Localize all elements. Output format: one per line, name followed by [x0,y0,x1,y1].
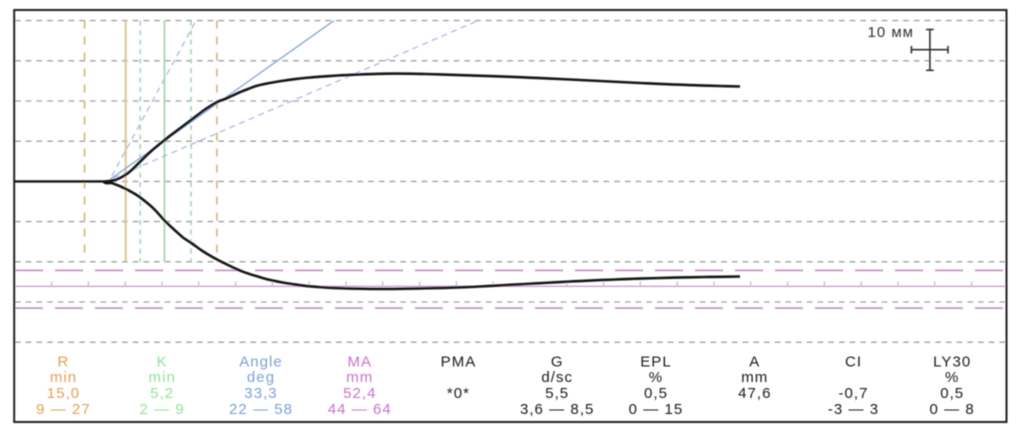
svg-text:min: min [149,369,176,386]
svg-text:0 — 8: 0 — 8 [930,401,975,418]
svg-text:15,0: 15,0 [47,385,80,402]
svg-text:min: min [50,369,77,386]
svg-text:3,6 — 8,5: 3,6 — 8,5 [520,401,595,418]
svg-text:5,5: 5,5 [545,385,569,402]
svg-text:-3 — 3: -3 — 3 [828,401,879,418]
svg-text:47,6: 47,6 [738,385,771,402]
svg-text:10 мм: 10 мм [868,24,914,41]
svg-text:5,2: 5,2 [150,385,174,402]
svg-text:G: G [551,354,564,371]
svg-text:A: A [749,354,760,371]
svg-text:R: R [58,354,70,371]
svg-text:52,4: 52,4 [343,385,376,402]
svg-text:%: % [945,369,959,386]
svg-text:Angle: Angle [239,354,283,371]
svg-text:mm: mm [741,369,768,386]
svg-text:MA: MA [347,354,372,371]
svg-text:deg: deg [247,369,275,386]
svg-text:2 — 9: 2 — 9 [140,401,185,418]
svg-text:PMA: PMA [441,354,477,371]
svg-text:d/sc: d/sc [541,369,573,386]
svg-text:0,5: 0,5 [644,385,668,402]
svg-text:LY30: LY30 [933,354,971,371]
svg-text:mm: mm [346,369,373,386]
svg-text:K: K [157,354,168,371]
svg-text:*0*: *0* [447,385,470,402]
svg-text:44 — 64: 44 — 64 [328,401,392,418]
svg-text:33,3: 33,3 [244,385,277,402]
svg-text:9 — 27: 9 — 27 [36,401,91,418]
svg-text:22 — 58: 22 — 58 [229,401,293,418]
svg-text:%: % [649,369,663,386]
svg-text:EPL: EPL [640,354,672,371]
svg-text:0,5: 0,5 [940,385,964,402]
svg-text:-0,7: -0,7 [838,385,868,402]
svg-text:0 — 15: 0 — 15 [629,401,684,418]
svg-text:CI: CI [845,354,862,371]
